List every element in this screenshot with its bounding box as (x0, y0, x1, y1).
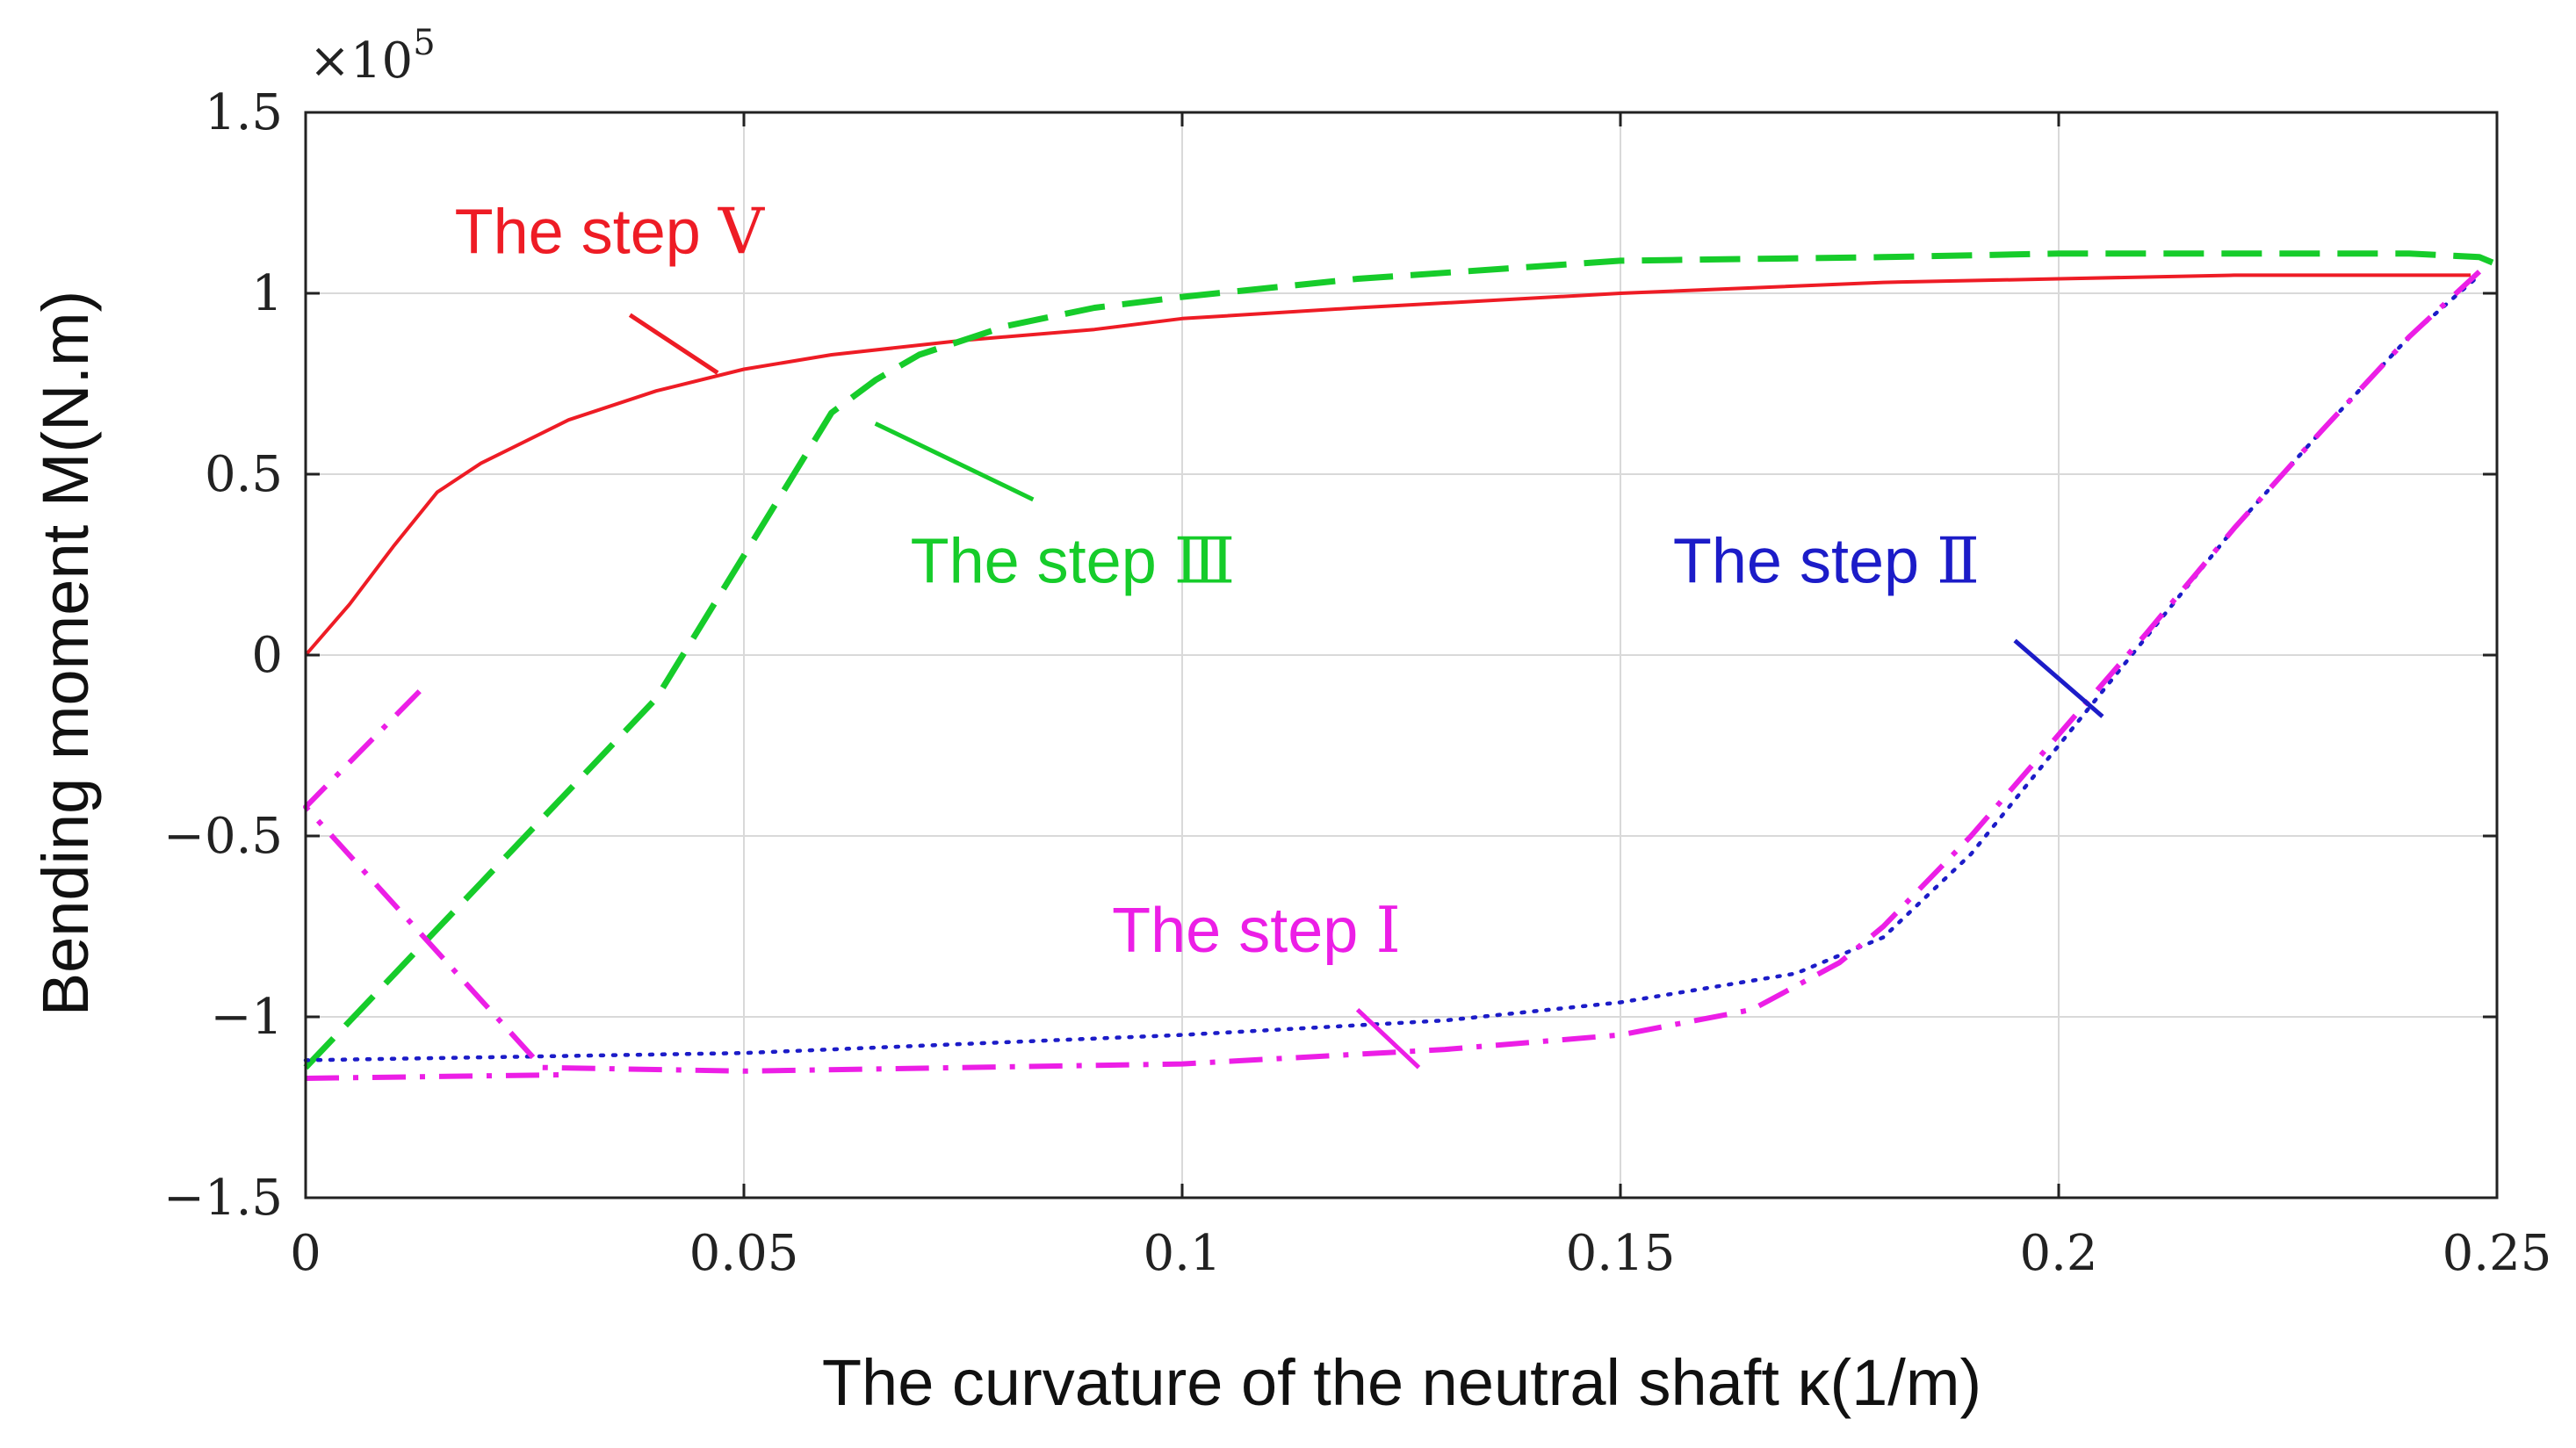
annotation-step3-label: The step Ⅲ (911, 524, 1236, 598)
y-tick-label: 0 (251, 627, 283, 684)
y-axis-multiplier: ×105 (309, 23, 436, 90)
axis-ticks: 0 0.05 0.1 0.15 0.2 0.25 −1.5 −1 −0.5 0 0.5 1 1.5 (163, 84, 2551, 1282)
x-tick-label: 0 (290, 1225, 321, 1282)
x-tick-label: 0.05 (689, 1225, 799, 1282)
x-tick-label: 0.2 (2019, 1225, 2097, 1282)
y-tick-label: −0.5 (163, 808, 283, 865)
x-tick-label: 0.15 (1566, 1225, 1676, 1282)
series-step1-tail-line (305, 1071, 569, 1081)
annotation-step2-label: The step Ⅱ (1673, 524, 1980, 598)
annotation-step3-text: The step (911, 527, 1174, 597)
series-step2-line (303, 273, 2482, 1063)
series-step1-line (303, 270, 2482, 1074)
annotation-step1-numeral: Ⅰ (1375, 893, 1400, 967)
series-step5-line (304, 273, 2471, 657)
x-tick-label: 0.25 (2443, 1225, 2552, 1282)
annotation-step2-pointer (2013, 638, 2104, 718)
series-layer (303, 250, 2499, 1081)
y-axis-multiplier-exponent: 5 (413, 23, 435, 63)
annotation-step2-text: The step (1673, 527, 1937, 597)
annotation-step1-label: The step Ⅰ (1112, 893, 1401, 967)
y-tick-label: 0.5 (205, 446, 283, 503)
y-tick-label: 1.5 (205, 84, 283, 141)
y-tick-label: −1.5 (163, 1170, 283, 1227)
annotation-step5-numeral: Ⅴ (718, 195, 766, 269)
y-tick-label: −1 (210, 989, 283, 1046)
annotation-step3-pointer (874, 421, 1035, 502)
x-tick-label: 0.1 (1143, 1225, 1221, 1282)
annotation-step3-numeral: Ⅲ (1174, 524, 1235, 598)
annotation-step2-numeral: Ⅱ (1937, 524, 1980, 598)
annotation-step1-pointer (1355, 1007, 1421, 1070)
annotation-step5-text: The step (455, 198, 718, 268)
y-axis-title: Bending moment M(N.m) (29, 291, 102, 1017)
x-axis-title: The curvature of the neutral shaft κ(1/m… (822, 1346, 1981, 1419)
series-step3-line (303, 250, 2499, 1070)
y-axis-multiplier-base: ×10 (309, 32, 413, 90)
y-tick-label: 1 (251, 265, 283, 322)
annotation-step5-label: The step Ⅴ (455, 195, 766, 269)
annotation-step5-pointer (628, 313, 719, 375)
annotation-step1-text: The step (1112, 896, 1375, 966)
